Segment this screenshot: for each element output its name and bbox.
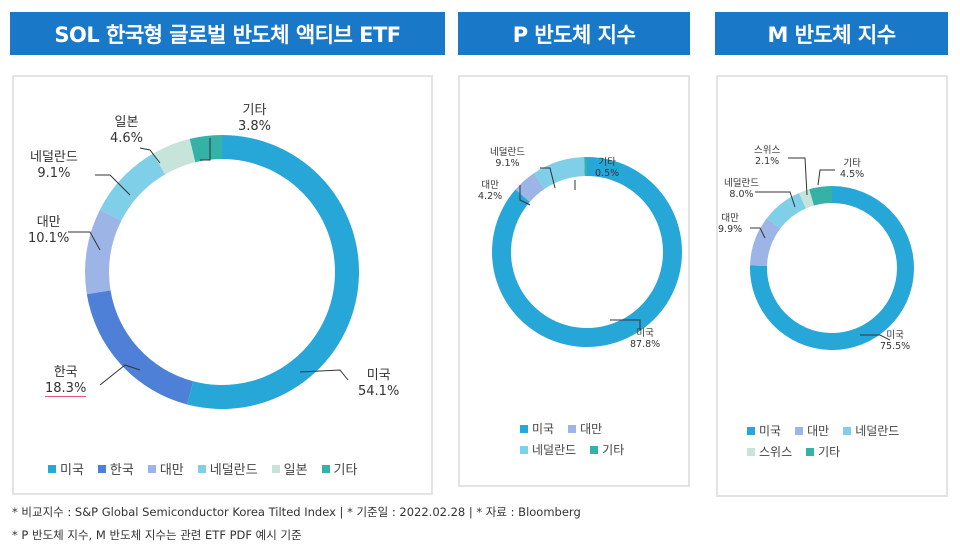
legend-label: 대만 xyxy=(159,463,184,478)
legend-label: 기타 xyxy=(602,443,625,457)
label-other: 기타 4.5% xyxy=(840,158,865,181)
slice-미국 xyxy=(187,135,359,409)
label-other: 기타 3.8% xyxy=(238,103,272,134)
legend-item: 네덜란드 xyxy=(197,459,258,478)
slice-네덜란드 xyxy=(533,157,585,190)
legend-swatch xyxy=(590,445,599,454)
legend-item: 한국 xyxy=(97,459,134,478)
legend-item: 기타 xyxy=(321,459,358,478)
legend-swatch xyxy=(97,464,106,473)
label-netherlands: 네덜란드 9.1% xyxy=(490,147,525,170)
legend-swatch xyxy=(806,447,815,456)
legend-swatch xyxy=(197,464,206,473)
legend-label: 한국 xyxy=(109,463,134,478)
legend-item: 대만 xyxy=(568,420,602,437)
legend-label: 기타 xyxy=(818,445,841,459)
slice-일본 xyxy=(153,138,196,175)
legend-item: 미국 xyxy=(520,420,554,437)
legend-swatch xyxy=(747,426,755,435)
legend-label: 미국 xyxy=(60,463,84,478)
legend-item: 기타 xyxy=(806,443,840,460)
label-korea: 한국 18.3% xyxy=(45,365,87,398)
slice-네덜란드 xyxy=(99,153,166,221)
title-sol-etf: SOL 한국형 글로벌 반도체 액티브 ETF xyxy=(10,12,445,55)
legend-swatch xyxy=(747,447,755,456)
legend-label: 네덜란드 xyxy=(855,424,900,438)
legend-label: 네덜란드 xyxy=(209,463,258,478)
slice-네덜란드 xyxy=(766,192,806,229)
legend-item: 대만 xyxy=(795,422,829,439)
legend-item: 스위스 xyxy=(747,443,792,460)
legend-label: 대만 xyxy=(580,422,603,436)
legend-swatch xyxy=(147,464,156,473)
legend-label: 스위스 xyxy=(759,445,793,459)
legend-item: 네덜란드 xyxy=(843,422,899,439)
slice-한국 xyxy=(86,290,194,405)
legend-swatch xyxy=(520,445,528,454)
legend-item: 미국 xyxy=(747,422,781,439)
legend-item: 미국 xyxy=(48,459,84,478)
label-us: 미국 87.8% xyxy=(630,328,661,351)
label-swiss: 스위스 2.1% xyxy=(754,145,781,168)
legend-item: 기타 xyxy=(590,441,624,458)
legend-label: 미국 xyxy=(759,424,782,438)
slice-대만 xyxy=(85,209,122,295)
legend-swatch xyxy=(48,464,56,473)
slice-기타 xyxy=(809,186,832,206)
legend-label: 미국 xyxy=(532,422,555,436)
title-p-index: P 반도체 지수 xyxy=(458,12,690,55)
legend-p-index: 미국 대만 네덜란드 기타 xyxy=(520,420,660,458)
label-japan: 일본 4.6% xyxy=(110,115,144,146)
slice-대만 xyxy=(750,218,781,266)
legend-label: 기타 xyxy=(333,463,358,478)
legend-swatch xyxy=(271,464,280,473)
legend-label: 대만 xyxy=(807,424,830,438)
legend-swatch xyxy=(520,424,528,433)
legend-item: 일본 xyxy=(271,459,308,478)
slice-대만 xyxy=(515,173,545,203)
legend-item: 네덜란드 xyxy=(520,441,576,458)
label-other: 기타 0.5% xyxy=(595,157,620,180)
footnote-2: * P 반도체 지수, M 반도체 지수는 관련 ETF PDF 예시 기준 xyxy=(12,528,302,542)
legend-swatch xyxy=(321,464,330,473)
label-taiwan: 대만 9.9% xyxy=(718,213,743,236)
title-m-index: M 반도체 지수 xyxy=(715,12,948,55)
legend-swatch xyxy=(843,426,852,435)
legend-sol-etf: 미국 한국 대만 네덜란드 일본 기타 xyxy=(48,459,428,478)
label-netherlands: 네덜란드 8.0% xyxy=(724,178,759,201)
slice-스위스 xyxy=(798,189,814,209)
legend-label: 네덜란드 xyxy=(532,443,577,457)
legend-label: 일본 xyxy=(283,463,308,478)
label-us: 미국 75.5% xyxy=(880,330,911,353)
footnote-1: * 비교지수 : S&P Global Semiconductor Korea … xyxy=(12,505,581,519)
label-us: 미국 54.1% xyxy=(358,368,400,399)
label-taiwan: 대만 10.1% xyxy=(28,215,70,246)
label-taiwan: 대만 4.2% xyxy=(478,180,503,203)
legend-item: 대만 xyxy=(147,459,184,478)
slice-기타 xyxy=(189,135,222,163)
label-netherlands: 네덜란드 9.1% xyxy=(30,150,78,181)
legend-swatch xyxy=(795,426,804,435)
legend-swatch xyxy=(568,424,577,433)
slice-기타 xyxy=(584,157,587,177)
